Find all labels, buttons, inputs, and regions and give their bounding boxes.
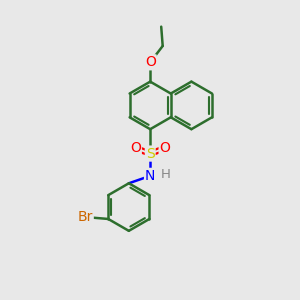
Text: N: N (145, 169, 155, 183)
Text: O: O (130, 141, 141, 155)
Text: S: S (146, 147, 154, 160)
Text: O: O (145, 55, 156, 69)
Text: H: H (161, 168, 171, 181)
Text: Br: Br (77, 211, 93, 224)
Text: O: O (160, 141, 170, 155)
